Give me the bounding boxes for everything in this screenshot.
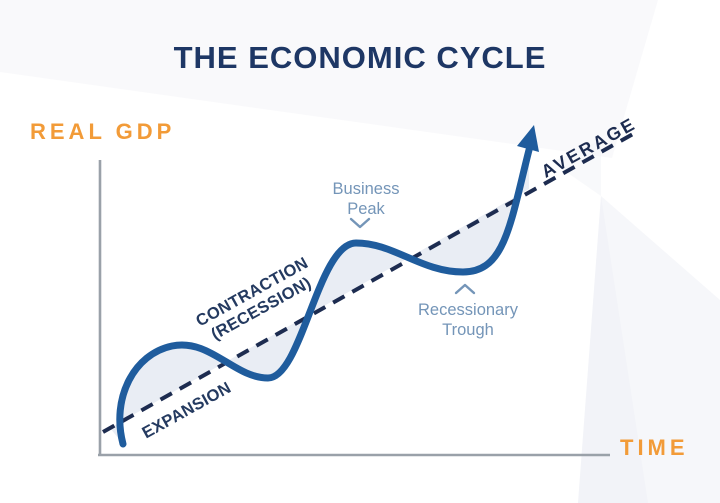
background-facet <box>552 140 601 196</box>
page-title: THE ECONOMIC CYCLE <box>173 40 547 75</box>
business-peak-label-line1: Business <box>332 180 400 199</box>
y-axis-label: REAL GDP <box>30 119 176 144</box>
recessionary-trough-label: Recessionary Trough <box>418 301 518 341</box>
chevron-down-icon <box>349 217 371 229</box>
recessionary-trough-label-line2: Trough <box>442 321 494 339</box>
average-dashed-line <box>102 132 634 434</box>
arrow-up-icon <box>517 125 539 152</box>
cycle-curve <box>116 146 533 448</box>
background-facet <box>0 0 658 158</box>
chevron-up-icon <box>454 283 476 295</box>
business-peak-label: Business Peak <box>333 180 400 220</box>
background-facet <box>578 196 648 503</box>
business-peak-label-line2: Peak <box>347 200 385 218</box>
recessionary-trough-label-line1: Recessionary <box>418 301 518 320</box>
x-axis-label: TIME <box>620 435 689 460</box>
